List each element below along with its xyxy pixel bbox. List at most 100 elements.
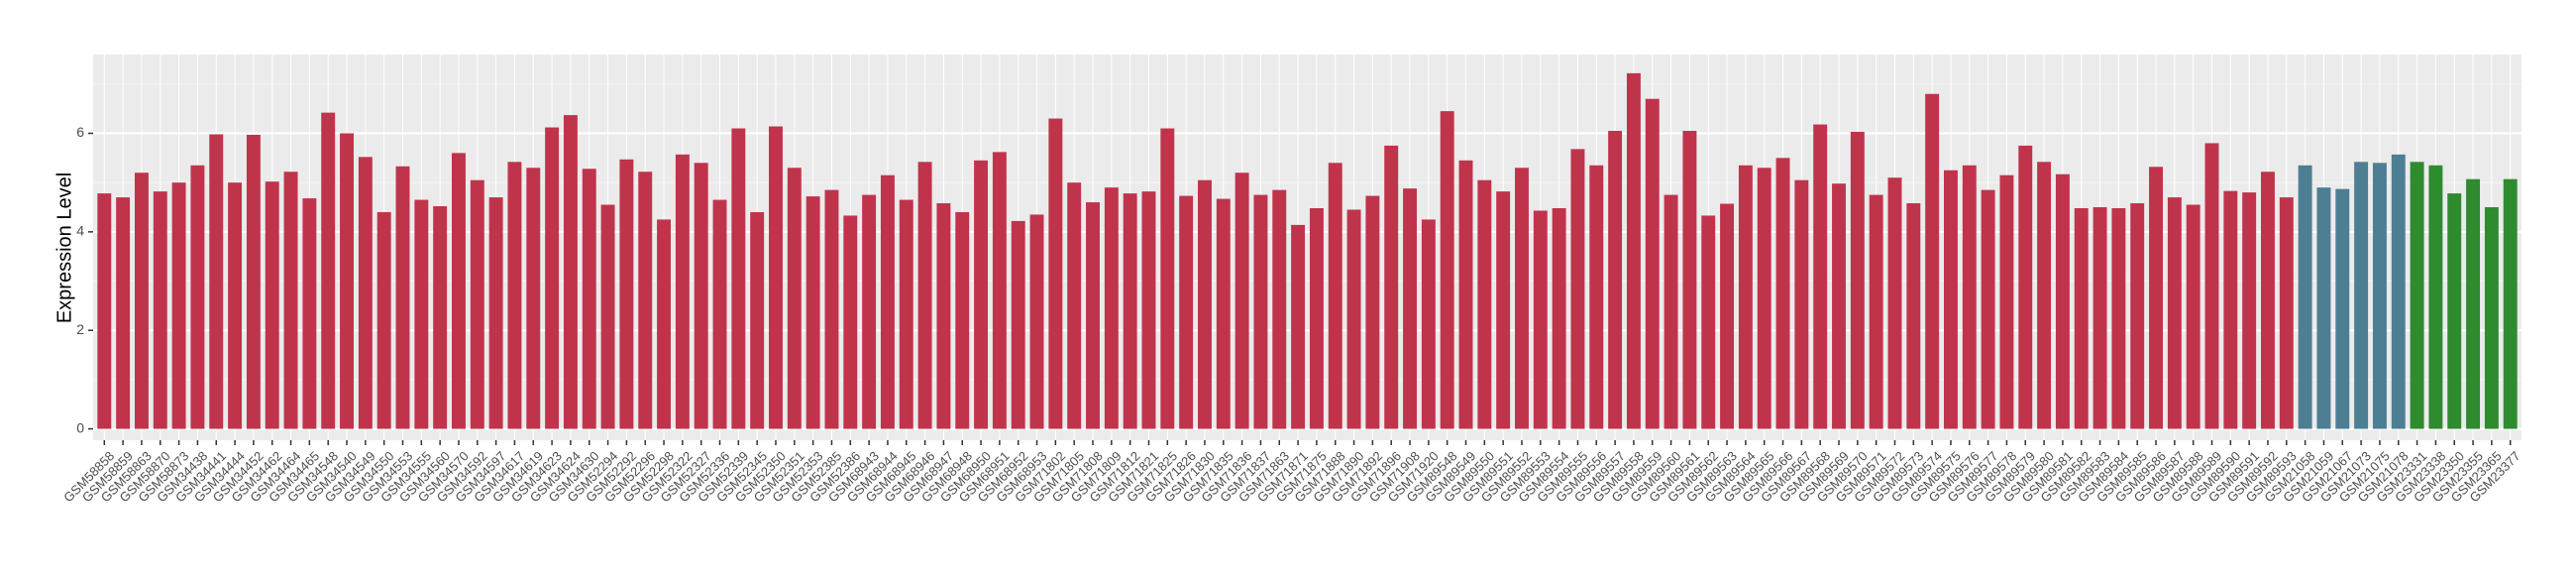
bar (1067, 182, 1082, 429)
bar (1328, 163, 1342, 429)
bar (2428, 165, 2443, 429)
bar (1234, 172, 1249, 429)
bar (1309, 208, 1324, 429)
bar (1720, 203, 1735, 429)
bar (1738, 165, 1753, 429)
bar (1365, 195, 1380, 429)
bar (1141, 191, 1156, 429)
bar (2149, 167, 2163, 429)
bar (470, 179, 484, 429)
bar (2372, 163, 2387, 429)
bar (488, 197, 503, 429)
bar (1197, 179, 1212, 429)
bar (2484, 207, 2499, 429)
bar (1608, 131, 1623, 429)
bar (1533, 210, 1548, 429)
bar (2242, 192, 2257, 429)
bar (2279, 197, 2294, 429)
bar (1570, 149, 1585, 429)
bar (657, 219, 672, 429)
bar (2130, 203, 2145, 429)
bar (1981, 189, 1995, 429)
bar (600, 204, 615, 429)
bar (1832, 183, 1846, 429)
bar (974, 160, 989, 429)
bar (712, 199, 727, 429)
bar (116, 197, 131, 429)
bar (1552, 208, 1566, 429)
bar (675, 154, 690, 429)
bar (1887, 177, 1902, 429)
y-tick-label: 4 (76, 223, 84, 239)
bar (395, 166, 410, 429)
bar (582, 169, 596, 429)
bar (1384, 145, 1399, 429)
bar (1999, 174, 2014, 429)
bar (2503, 178, 2518, 429)
bar (992, 152, 1007, 429)
bar (1794, 179, 1809, 429)
bar (843, 215, 858, 429)
bar (1869, 194, 1883, 429)
bar (1757, 168, 1771, 429)
bar (731, 128, 746, 429)
bar (2466, 178, 2481, 429)
bar (824, 189, 839, 429)
bar (1477, 179, 1492, 429)
bar (936, 203, 951, 429)
bar (1813, 124, 1828, 429)
bar (1291, 224, 1306, 429)
bar (638, 172, 653, 429)
bar (1029, 214, 1044, 429)
bar (2204, 143, 2219, 429)
bar (507, 162, 522, 429)
bar (97, 193, 112, 429)
bar (283, 172, 298, 429)
bar (171, 182, 186, 429)
bar (1458, 160, 1473, 429)
bar (1645, 98, 1660, 429)
bar (2316, 187, 2331, 429)
bar (2111, 208, 2126, 429)
bar (2093, 207, 2107, 429)
bar (1346, 209, 1361, 429)
bar (563, 115, 578, 429)
bar (769, 126, 783, 429)
y-axis-label: Expression Level (54, 172, 75, 323)
bar (433, 206, 448, 429)
bar (694, 163, 708, 429)
bar (2167, 197, 2182, 429)
bar (1440, 111, 1454, 429)
bar (376, 211, 391, 429)
bar (619, 159, 634, 429)
bar (1160, 128, 1175, 429)
bar (805, 196, 820, 429)
bar (265, 181, 279, 429)
bar (1906, 203, 1921, 429)
bar (190, 165, 205, 429)
bar (1272, 189, 1287, 429)
bar (1515, 168, 1529, 429)
bar (246, 134, 261, 429)
bar (862, 194, 877, 429)
bar (452, 153, 466, 429)
bar (1962, 165, 1977, 429)
bar (414, 199, 429, 429)
bar (1775, 158, 1790, 429)
bar (2298, 165, 2312, 429)
bar (899, 199, 913, 429)
bar (955, 211, 970, 429)
bar (228, 182, 243, 429)
bar (1664, 194, 1678, 429)
bar (153, 191, 167, 429)
bar (917, 162, 932, 429)
bar (1682, 131, 1697, 429)
bar (358, 157, 373, 429)
bar (545, 127, 560, 429)
bar (340, 133, 354, 429)
bar (1104, 187, 1119, 429)
bar (1850, 131, 1865, 429)
bar (2447, 193, 2462, 429)
bar (1626, 72, 1641, 429)
bar (880, 174, 895, 429)
